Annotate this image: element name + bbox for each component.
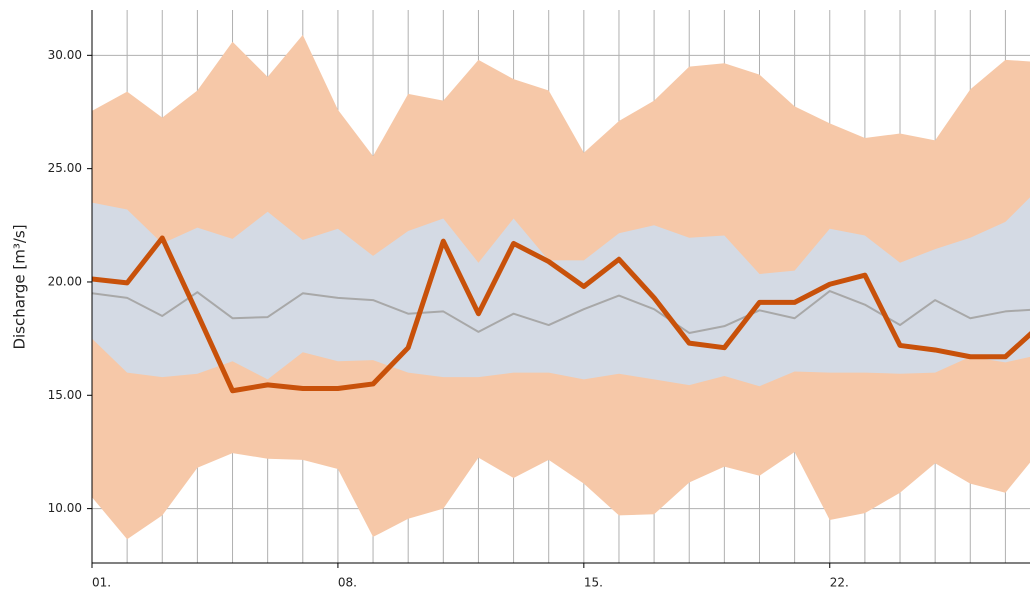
axes: 10.00 15.00 20.00 25.00 30.00 01. 08. 15. 22. xyxy=(48,10,1030,590)
x-tick-label: 15. xyxy=(584,576,603,590)
line xyxy=(92,235,1030,394)
y-tick-label: 15.00 xyxy=(48,388,82,402)
band xyxy=(92,197,1030,387)
y-tick-label: 10.00 xyxy=(48,501,82,515)
x-tick-label: 08. xyxy=(338,576,357,590)
y-axis-label: Discharge [m³/s] xyxy=(11,224,29,349)
x-tick-label: 01. xyxy=(92,576,111,590)
y-tick-label: 20.00 xyxy=(48,274,82,288)
y-tick-label: 30.00 xyxy=(48,48,82,62)
y-tick-label: 25.00 xyxy=(48,161,82,175)
x-tick-label: 22. xyxy=(830,576,849,590)
plot-area xyxy=(92,10,1030,563)
